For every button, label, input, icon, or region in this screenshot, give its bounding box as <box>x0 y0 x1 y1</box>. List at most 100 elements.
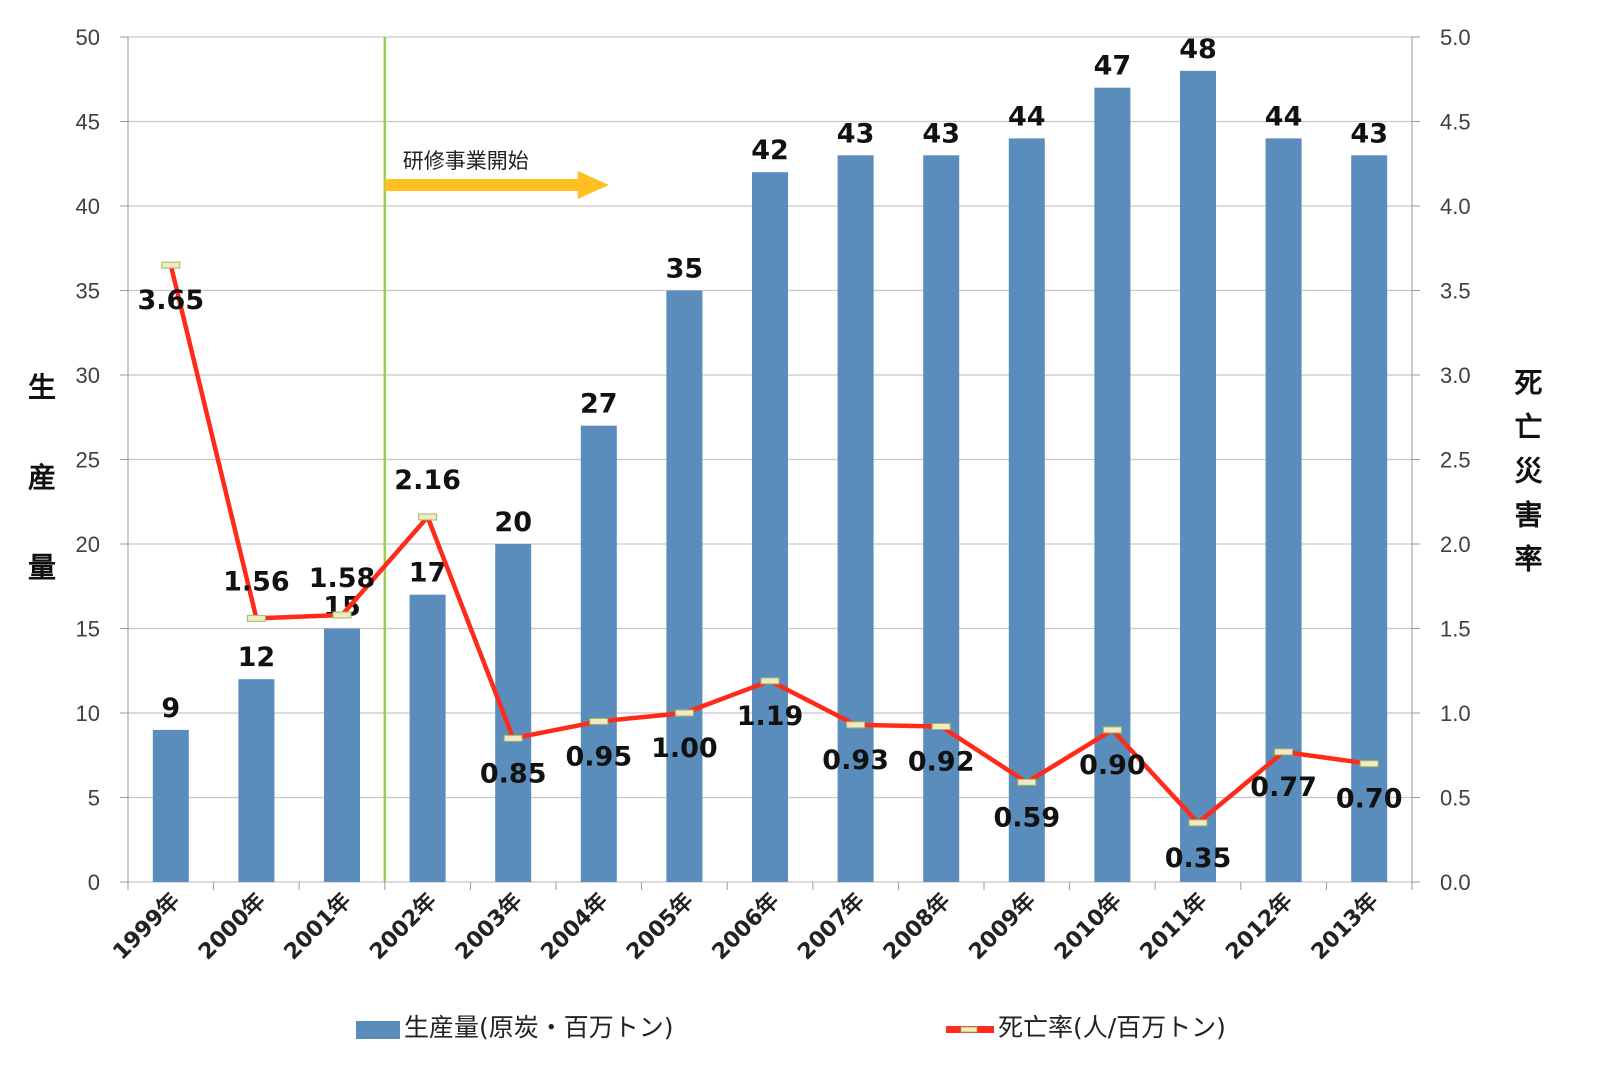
right-tick-label: 0.5 <box>1440 786 1471 811</box>
line-marker-2010年 <box>1102 726 1122 734</box>
bar-2007年 <box>837 155 874 883</box>
bar-data-label: 44 <box>1265 101 1303 132</box>
left-axis-title-char: 産 <box>28 461 56 494</box>
line-marker-2006年 <box>760 677 780 685</box>
line-marker-2009年 <box>1017 778 1037 786</box>
x-tick-label: 2010年 <box>1049 888 1126 965</box>
legend-bar-swatch <box>356 1021 400 1039</box>
line-data-label: 0.35 <box>1165 843 1232 874</box>
line-data-label: 0.95 <box>565 741 632 772</box>
line-data-label: 1.00 <box>651 733 718 764</box>
x-tick-label: 2000年 <box>193 888 270 965</box>
x-tick-label: 2006年 <box>707 888 784 965</box>
bar-2009年 <box>1008 138 1045 882</box>
line-marker-2013年 <box>1359 760 1379 768</box>
bar-2004年 <box>580 425 617 882</box>
bar-data-label: 42 <box>751 135 789 166</box>
line-marker-1999年 <box>161 261 181 269</box>
line-marker-2002年 <box>418 513 438 521</box>
annotation-arrow-icon <box>577 171 609 199</box>
legend-line-marker <box>960 1026 978 1033</box>
line-data-label: 1.19 <box>737 701 804 732</box>
left-tick-label: 35 <box>76 279 100 304</box>
bar-2013年 <box>1351 155 1388 883</box>
right-tick-label: 3.0 <box>1440 363 1471 388</box>
x-tick-label: 2003年 <box>450 888 527 965</box>
line-data-label: 0.92 <box>908 747 975 778</box>
bar-2000年 <box>238 679 275 882</box>
x-tick-label: 2008年 <box>878 888 955 965</box>
left-tick-label: 30 <box>76 363 100 388</box>
line-marker-2004年 <box>589 717 609 725</box>
left-tick-label: 40 <box>76 194 100 219</box>
line-data-label: 0.85 <box>480 758 547 789</box>
right-tick-label: 2.0 <box>1440 532 1471 557</box>
left-tick-label: 50 <box>76 25 100 50</box>
x-tick-label: 2002年 <box>365 888 442 965</box>
right-tick-label: 1.0 <box>1440 701 1471 726</box>
right-tick-label: 0.0 <box>1440 870 1471 895</box>
x-tick-label: 2009年 <box>964 888 1041 965</box>
line-data-label: 0.90 <box>1079 750 1146 781</box>
bar-data-label: 43 <box>837 118 875 149</box>
left-axis-title-char: 生 <box>28 371 56 404</box>
x-tick-label: 2007年 <box>793 888 870 965</box>
line-marker-2008年 <box>931 723 951 731</box>
line-marker-2011年 <box>1188 819 1208 827</box>
bar-2001年 <box>324 628 360 882</box>
bar-2010年 <box>1094 87 1131 882</box>
line-marker-2000年 <box>246 614 266 622</box>
bar-1999年 <box>152 729 189 882</box>
annotation-label: 研修事業開始 <box>403 149 529 173</box>
line-data-label: 1.56 <box>223 566 290 597</box>
line-data-label: 3.65 <box>137 285 204 316</box>
right-tick-label: 5.0 <box>1440 25 1471 50</box>
left-tick-label: 25 <box>76 448 100 473</box>
line-marker-2001年 <box>332 611 352 619</box>
bar-2003年 <box>495 544 532 882</box>
legend-bar-label: 生産量(原炭・百万トン) <box>404 1013 674 1042</box>
x-tick-label: 1999年 <box>108 888 185 965</box>
bar-data-label: 48 <box>1179 34 1217 65</box>
left-tick-label: 20 <box>76 532 100 557</box>
x-tick-label: 2012年 <box>1221 888 1298 965</box>
right-tick-label: 1.5 <box>1440 617 1471 642</box>
right-tick-label: 3.5 <box>1440 279 1471 304</box>
bar-data-label: 17 <box>409 558 447 589</box>
bar-data-label: 43 <box>922 118 960 149</box>
bar-2012年 <box>1265 138 1302 882</box>
line-data-label: 0.93 <box>822 745 889 776</box>
bar-2005年 <box>666 290 703 882</box>
right-tick-label: 4.5 <box>1440 110 1471 135</box>
right-tick-label: 4.0 <box>1440 194 1471 219</box>
x-tick-label: 2013年 <box>1306 888 1383 965</box>
bar-data-label: 47 <box>1094 51 1132 82</box>
bar-2011年 <box>1180 70 1216 883</box>
line-data-label: 2.16 <box>394 465 461 496</box>
left-tick-label: 5 <box>88 786 100 811</box>
left-tick-label: 0 <box>88 870 100 895</box>
line-marker-2007年 <box>846 721 866 729</box>
line-data-label: 0.70 <box>1336 784 1403 815</box>
line-marker-2005年 <box>674 709 694 717</box>
bar-data-label: 20 <box>494 507 532 538</box>
x-tick-label: 2001年 <box>279 888 356 965</box>
legend-line-label: 死亡率(人/百万トン) <box>998 1013 1226 1042</box>
bar-data-label: 35 <box>666 254 704 285</box>
line-data-label: 0.59 <box>993 802 1060 833</box>
line-marker-2012年 <box>1274 748 1294 756</box>
bar-2006年 <box>752 172 788 882</box>
bar-data-label: 27 <box>580 389 618 420</box>
left-tick-label: 10 <box>76 701 100 726</box>
bar-data-label: 44 <box>1008 101 1046 132</box>
line-data-label: 1.58 <box>309 563 376 594</box>
bar-data-label: 12 <box>238 642 276 673</box>
x-tick-label: 2005年 <box>621 888 698 965</box>
bar-2002年 <box>409 594 446 882</box>
right-axis-title: 死亡災害率 <box>1511 368 1544 588</box>
right-tick-label: 2.5 <box>1440 448 1471 473</box>
x-tick-label: 2004年 <box>536 888 613 965</box>
left-tick-label: 15 <box>76 617 100 642</box>
bar-2008年 <box>923 155 960 883</box>
